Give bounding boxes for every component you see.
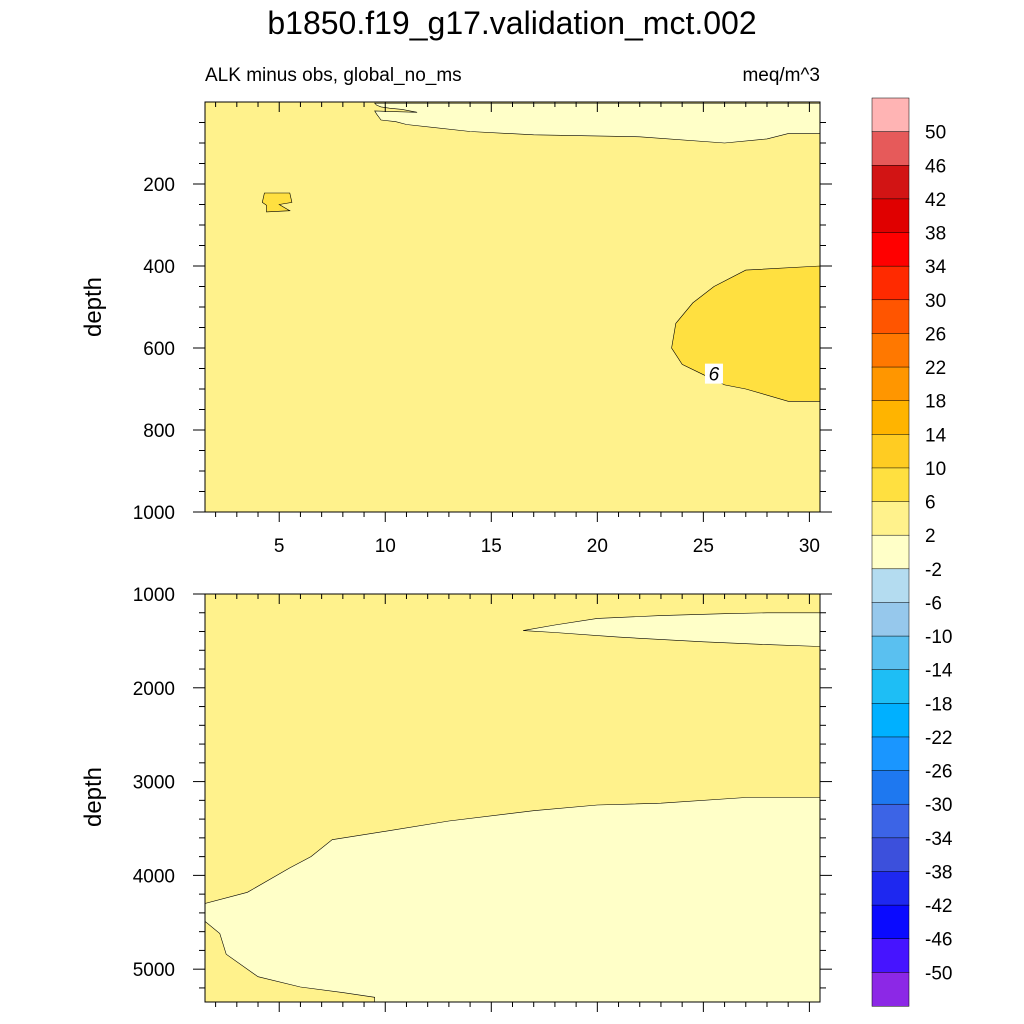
colorbar-label: 38 [925, 224, 946, 245]
colorbar-label: -2 [925, 560, 942, 581]
y-tick-label: 600 [143, 339, 175, 360]
colorbar-label: 42 [925, 190, 946, 211]
colorbar-label: -34 [925, 829, 953, 850]
colorbar-swatch [871, 669, 910, 704]
colorbar-swatch [871, 467, 910, 503]
colorbar-label: -38 [925, 863, 952, 884]
colorbar: 50 46 42 38 34 30 26 22 18 14 10 6 2 -2 -6 -10 -14 -18 -22… [871, 97, 953, 1007]
colorbar-swatch [871, 501, 910, 536]
colorbar-label: -50 [925, 963, 952, 984]
colorbar-swatch [871, 904, 910, 940]
y-tick-label: 400 [143, 257, 175, 278]
colorbar-label: 50 [925, 123, 946, 144]
colorbar-swatch [871, 265, 910, 301]
colorbar-label: 6 [925, 493, 936, 514]
colorbar-swatch [871, 871, 910, 906]
colorbar-label: 26 [925, 324, 946, 345]
colorbar-swatch [871, 299, 910, 334]
colorbar-swatch [871, 568, 910, 603]
colorbar-label: -26 [925, 762, 952, 783]
top-tick-marks: 5 10 15 20 25 30 200 400 600 800 1000 [133, 102, 832, 557]
colorbar-label: -46 [925, 930, 952, 951]
bottom-deep-region [204, 797, 821, 1003]
bottom-tick-marks: 1000 2000 3000 4000 5000 [133, 585, 832, 1012]
colorbar-swatch [871, 703, 910, 738]
colorbar-swatch [871, 803, 910, 839]
contour-label-background [704, 363, 723, 384]
colorbar-label: -22 [925, 728, 952, 749]
y-tick-label: 4000 [133, 866, 175, 887]
colorbar-label: 14 [925, 425, 947, 446]
x-tick-label: 15 [481, 536, 502, 557]
colorbar-swatch [871, 736, 910, 772]
y-tick-label: 3000 [133, 773, 175, 794]
colorbar-label: 30 [925, 291, 946, 312]
colorbar-swatch [871, 938, 910, 973]
colorbar-swatch [871, 97, 910, 133]
top-small-patch [261, 192, 293, 213]
subtitle-left: ALK minus obs, global_no_ms [205, 65, 462, 86]
x-tick-label: 25 [693, 536, 714, 557]
x-tick-label: 5 [274, 536, 285, 557]
colorbar-swatch [871, 770, 910, 805]
top-ylabel: depth [80, 277, 107, 337]
y-tick-label: 200 [143, 175, 175, 196]
colorbar-label: -18 [925, 694, 952, 715]
colorbar-label: 22 [925, 358, 946, 379]
y-tick-label: 1000 [133, 503, 175, 524]
top-surface-band [373, 102, 821, 144]
colorbar-swatch [871, 366, 910, 402]
contour-label: 6 [709, 365, 720, 386]
y-tick-label: 800 [143, 421, 175, 442]
colorbar-swatch [871, 198, 910, 234]
x-tick-label: 10 [375, 536, 396, 557]
colorbar-label: -14 [925, 661, 953, 682]
top-panel: 6 5 10 15 20 25 30 200 400 600 800 1000 depth [80, 101, 832, 557]
colorbar-label: -10 [925, 627, 952, 648]
colorbar-swatch [871, 333, 910, 368]
colorbar-label: 10 [925, 459, 946, 480]
colorbar-swatch [871, 635, 910, 671]
colorbar-swatch [871, 400, 910, 435]
y-tick-label: 2000 [133, 679, 175, 700]
colorbar-swatch [871, 602, 910, 637]
colorbar-label: 2 [925, 526, 936, 547]
colorbar-swatch [871, 972, 910, 1007]
bottom-ylabel: depth [80, 767, 107, 827]
colorbar-label: -42 [925, 896, 952, 917]
colorbar-label: 18 [925, 392, 946, 413]
chart-title: b1850.f19_g17.validation_mct.002 [267, 5, 756, 41]
colorbar-swatch [871, 434, 910, 469]
colorbar-swatch [871, 232, 910, 267]
x-tick-label: 30 [799, 536, 820, 557]
bottom-panel: 1000 2000 3000 4000 5000 depth [80, 585, 832, 1012]
colorbar-label: -30 [925, 795, 952, 816]
colorbar-label: -6 [925, 593, 942, 614]
subtitle-right: meq/m^3 [742, 65, 820, 86]
colorbar-swatch [871, 837, 910, 873]
colorbar-swatch [871, 534, 910, 570]
colorbar-label: 46 [925, 156, 946, 177]
y-tick-label: 5000 [133, 960, 175, 981]
colorbar-swatch [871, 165, 910, 200]
y-tick-label: 1000 [133, 585, 175, 606]
colorbar-label: 34 [925, 257, 947, 278]
colorbar-swatch [871, 131, 910, 166]
x-tick-label: 20 [587, 536, 608, 557]
